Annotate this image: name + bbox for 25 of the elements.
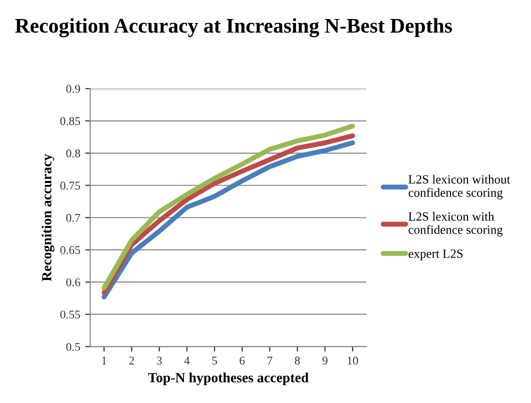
y-tick-label: 0.65 [60, 246, 80, 254]
x-tick-label: 5 [212, 356, 218, 365]
x-tick-label: 3 [156, 356, 162, 365]
y-tick-label: 0.9 [66, 84, 80, 93]
y-tick-label: 0.8 [66, 149, 80, 158]
chart-title: Recogition Accuracy at Increasing N-Best Depths [15, 18, 452, 38]
x-tick-label: 8 [294, 356, 300, 365]
y-tick-label: 0.75 [60, 182, 80, 190]
y-tick-label: 0.85 [60, 117, 80, 126]
legend-label: expert L2S [408, 249, 463, 260]
y-tick-label: 0.5 [66, 342, 80, 351]
x-tick-label: 9 [322, 356, 328, 365]
x-tick-label: 10 [348, 356, 358, 365]
y-axis-title: Recognition accuracy [42, 154, 54, 282]
y-tick-label: 0.7 [66, 214, 80, 222]
x-tick-label: 1 [102, 356, 106, 364]
x-tick-label: 2 [129, 356, 134, 364]
legend-label: L2S lexicon with confidence scoring [408, 212, 503, 237]
y-tick-label: 0.55 [60, 310, 80, 319]
x-tick-label: 4 [184, 356, 190, 364]
y-tick-label: 0.6 [66, 278, 80, 286]
legend-label: L2S lexicon without confidence scoring [408, 174, 510, 200]
x-tick-label: 6 [240, 356, 245, 365]
x-tick-label: 7 [268, 356, 272, 364]
x-axis-title: Top-N hypotheses accepted [148, 372, 309, 386]
